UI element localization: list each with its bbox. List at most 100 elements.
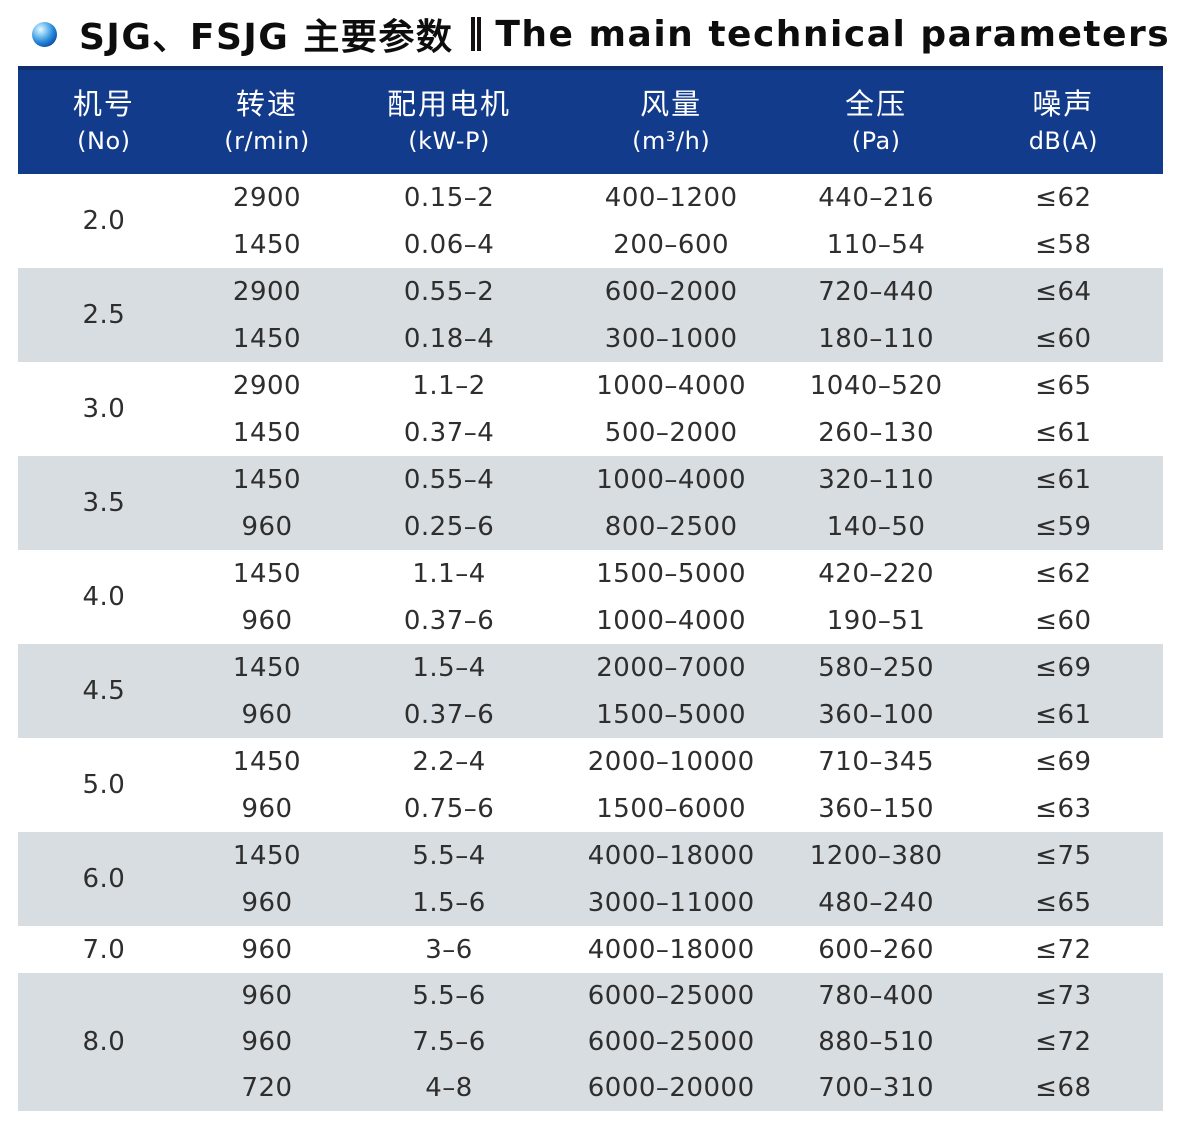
- cell-motor: 1.1–4: [344, 550, 554, 597]
- cell-pressure: 700–310: [788, 1065, 964, 1111]
- table-row: 7.0 960 3–6 4000–18000 600–260 ≤72: [18, 926, 1163, 973]
- cell-speed: 1450: [189, 409, 345, 456]
- cell-pressure: 260–130: [788, 409, 964, 456]
- cell-noise: ≤73: [963, 973, 1163, 1019]
- cell-speed: 960: [189, 785, 345, 832]
- cell-noise: ≤69: [963, 738, 1163, 785]
- machine-no: 2.5: [18, 268, 190, 362]
- table-row: 1450 0.18–4 300–1000 180–110 ≤60: [18, 315, 1163, 362]
- col-header-noise: 噪声 dB(A): [963, 66, 1163, 174]
- cell-speed: 960: [189, 1019, 345, 1065]
- cell-motor: 1.5–6: [344, 879, 554, 926]
- cell-air-volume: 1500–5000: [553, 550, 789, 597]
- cell-air-volume: 1000–4000: [553, 597, 789, 644]
- table-body: 2.0 2900 0.15–2 400–1200 440–216 ≤62 145…: [18, 174, 1163, 1111]
- cell-motor: 1.5–4: [344, 644, 554, 691]
- machine-no: 4.5: [18, 644, 190, 738]
- cell-air-volume: 2000–7000: [553, 644, 789, 691]
- cell-noise: ≤65: [963, 879, 1163, 926]
- cell-air-volume: 1000–4000: [553, 362, 789, 409]
- table-row: 1450 0.06–4 200–600 110–54 ≤58: [18, 221, 1163, 268]
- col-header-total-pressure: 全压 (Pa): [788, 66, 964, 174]
- cell-noise: ≤61: [963, 456, 1163, 503]
- cell-speed: 1450: [189, 832, 345, 879]
- cell-air-volume: 4000–18000: [553, 832, 789, 879]
- table-row: 960 1.5–6 3000–11000 480–240 ≤65: [18, 879, 1163, 926]
- cell-noise: ≤62: [963, 174, 1163, 221]
- table-row: 960 0.75–6 1500–6000 360–150 ≤63: [18, 785, 1163, 832]
- table-row: 2.0 2900 0.15–2 400–1200 440–216 ≤62: [18, 174, 1163, 268]
- section-title-bar: SJG、FSJG 主要参数 The main technical paramet…: [32, 8, 1170, 60]
- cell-motor: 0.55–2: [344, 268, 554, 315]
- cell-motor: 0.37–4: [344, 409, 554, 456]
- cell-noise: ≤60: [963, 315, 1163, 362]
- cell-motor: 5.5–4: [344, 832, 554, 879]
- cell-air-volume: 1500–6000: [553, 785, 789, 832]
- machine-no: 3.5: [18, 456, 190, 550]
- cell-motor: 0.15–2: [344, 174, 554, 221]
- cell-speed: 1450: [189, 221, 345, 268]
- cell-speed: 2900: [189, 362, 345, 409]
- cell-air-volume: 1000–4000: [553, 456, 789, 503]
- cell-speed: 1450: [189, 644, 345, 691]
- cell-noise: ≤72: [963, 926, 1163, 973]
- table-row: 960 0.25–6 800–2500 140–50 ≤59: [18, 503, 1163, 550]
- cell-speed: 960: [189, 597, 345, 644]
- cell-pressure: 360–150: [788, 785, 964, 832]
- cell-speed: 1450: [189, 550, 345, 597]
- cell-motor: 0.37–6: [344, 691, 554, 738]
- table-header: 机号 (No) 转速 (r/min) 配用电机 (kW-P) 风量 (m³/h)…: [18, 66, 1163, 174]
- col-header-machine-no: 机号 (No): [18, 66, 190, 174]
- cell-noise: ≤58: [963, 221, 1163, 268]
- cell-pressure: 320–110: [788, 456, 964, 503]
- cell-noise: ≤65: [963, 362, 1163, 409]
- table-row: 960 0.37–6 1500–5000 360–100 ≤61: [18, 691, 1163, 738]
- cell-air-volume: 6000–20000: [553, 1065, 789, 1111]
- page-title-en: The main technical parameters: [495, 13, 1171, 55]
- machine-no: 7.0: [18, 926, 190, 973]
- table-row: 3.5 1450 0.55–4 1000–4000 320–110 ≤61: [18, 456, 1163, 550]
- cell-noise: ≤64: [963, 268, 1163, 315]
- cell-air-volume: 3000–11000: [553, 879, 789, 926]
- cell-speed: 2900: [189, 174, 345, 221]
- machine-no: 6.0: [18, 832, 190, 926]
- col-header-motor: 配用电机 (kW-P): [344, 66, 554, 174]
- cell-pressure: 880–510: [788, 1019, 964, 1065]
- cell-pressure: 110–54: [788, 221, 964, 268]
- cell-speed: 960: [189, 691, 345, 738]
- cell-speed: 1450: [189, 456, 345, 503]
- cell-speed: 960: [189, 973, 345, 1019]
- cell-pressure: 180–110: [788, 315, 964, 362]
- cell-motor: 2.2–4: [344, 738, 554, 785]
- table-row: 3.0 2900 1.1–2 1000–4000 1040–520 ≤65: [18, 362, 1163, 456]
- cell-noise: ≤69: [963, 644, 1163, 691]
- cell-noise: ≤68: [963, 1065, 1163, 1111]
- cell-noise: ≤75: [963, 832, 1163, 879]
- cell-speed: 720: [189, 1065, 345, 1111]
- cell-pressure: 420–220: [788, 550, 964, 597]
- cell-motor: 0.75–6: [344, 785, 554, 832]
- cell-pressure: 580–250: [788, 644, 964, 691]
- cell-speed: 960: [189, 926, 345, 973]
- cell-pressure: 190–51: [788, 597, 964, 644]
- cell-motor: 0.25–6: [344, 503, 554, 550]
- cell-motor: 3–6: [344, 926, 554, 973]
- col-header-speed: 转速 (r/min): [189, 66, 345, 174]
- table-row: 8.0 960 5.5–6 6000–25000 780–400 ≤73: [18, 973, 1163, 1111]
- cell-motor: 4–8: [344, 1065, 554, 1111]
- cell-air-volume: 800–2500: [553, 503, 789, 550]
- machine-no: 4.0: [18, 550, 190, 644]
- cell-air-volume: 6000–25000: [553, 973, 789, 1019]
- cell-air-volume: 200–600: [553, 221, 789, 268]
- table-row: 2.5 2900 0.55–2 600–2000 720–440 ≤64: [18, 268, 1163, 362]
- cell-speed: 960: [189, 503, 345, 550]
- machine-no: 5.0: [18, 738, 190, 832]
- cell-motor: 5.5–6: [344, 973, 554, 1019]
- cell-pressure: 1040–520: [788, 362, 964, 409]
- cell-air-volume: 1500–5000: [553, 691, 789, 738]
- cell-pressure: 710–345: [788, 738, 964, 785]
- table-row: 4.5 1450 1.5–4 2000–7000 580–250 ≤69: [18, 644, 1163, 738]
- cell-noise: ≤60: [963, 597, 1163, 644]
- cell-pressure: 600–260: [788, 926, 964, 973]
